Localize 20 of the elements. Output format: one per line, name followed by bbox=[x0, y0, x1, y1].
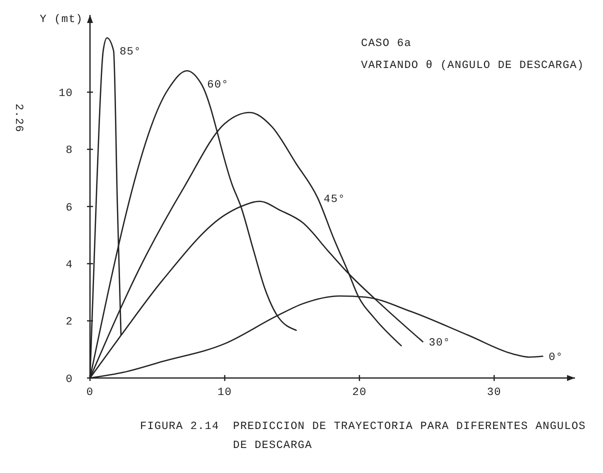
text: VARIANDO θ (ANGULO DE DESCARGA) bbox=[361, 60, 584, 72]
x-tick-label: 20 bbox=[352, 387, 367, 399]
text: CASO 6a bbox=[361, 38, 412, 50]
series-label: 0° bbox=[548, 352, 564, 364]
y-tick-label: 4 bbox=[66, 260, 73, 272]
x-tick-label: 30 bbox=[486, 387, 502, 399]
x-tick-label: 10 bbox=[218, 387, 232, 399]
y-tick-label: 0 bbox=[66, 374, 73, 386]
text: 2.26 bbox=[12, 104, 24, 132]
series-label: 85° bbox=[120, 46, 142, 59]
x-tick-label: 0 bbox=[86, 387, 94, 399]
y-tick-label: 10 bbox=[58, 88, 73, 100]
series-label: 30° bbox=[428, 338, 450, 350]
text: FIGURA 2.14 PREDICCION DE TRAYECTORIA PARA DIFERENTES ANGULOS DE DESCARGA bbox=[140, 421, 586, 452]
y-tick-label: 8 bbox=[66, 145, 73, 158]
y-tick-label: 6 bbox=[66, 202, 73, 214]
y-axis-title: Y (mt) bbox=[40, 14, 83, 26]
series-label: 60° bbox=[207, 79, 229, 92]
y-tick-label: 2 bbox=[66, 316, 73, 329]
series-label: 45° bbox=[324, 194, 346, 206]
